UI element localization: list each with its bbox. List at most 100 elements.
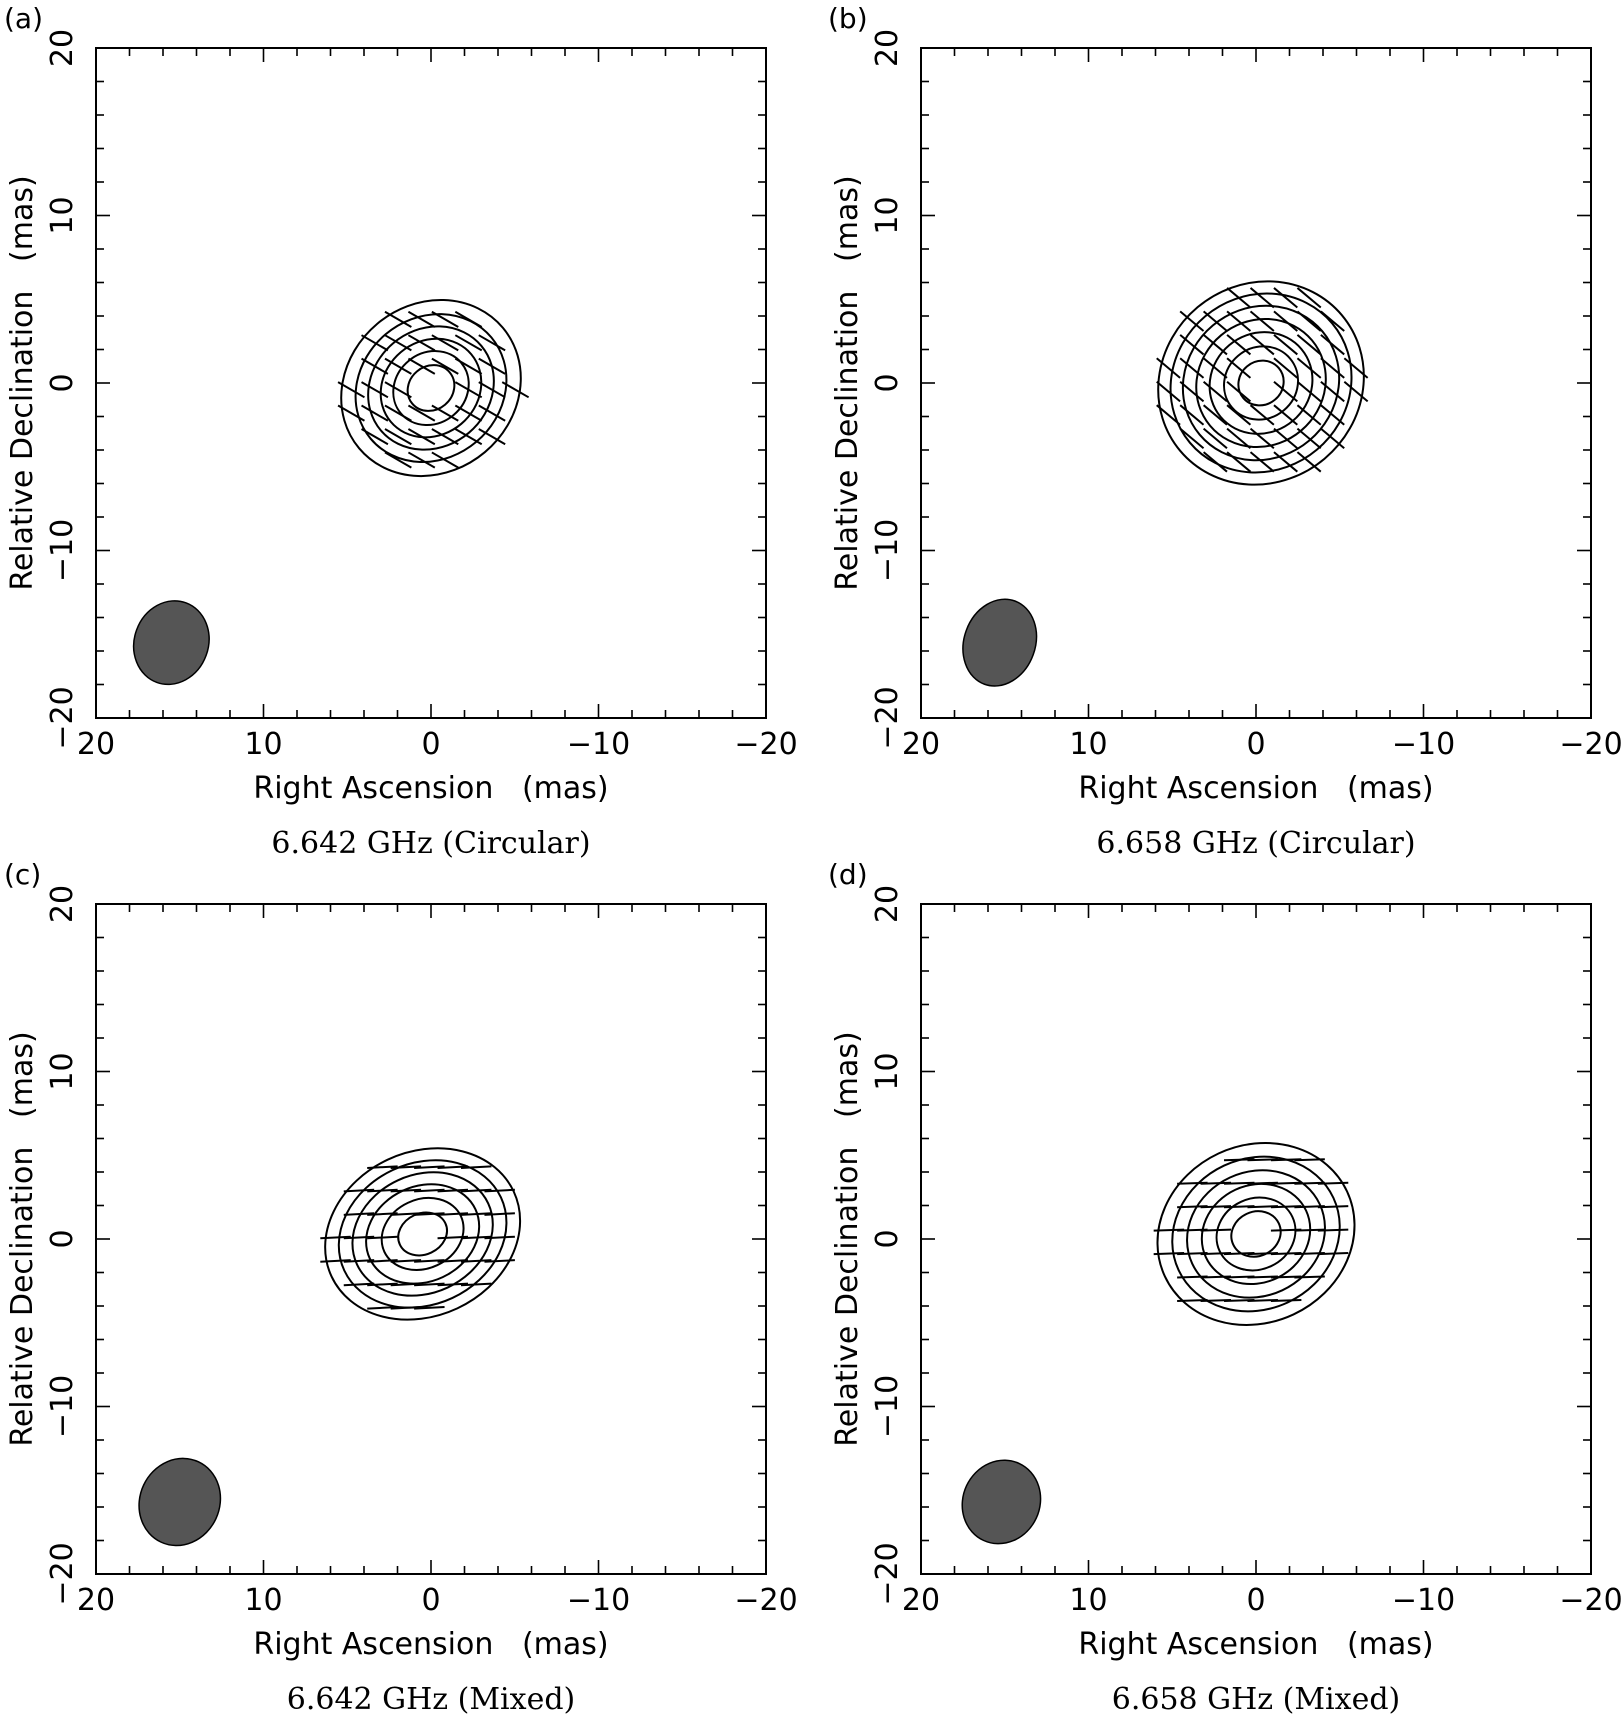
polarization-vector	[390, 1282, 422, 1287]
y-tick-label: −10	[45, 1375, 80, 1438]
polarization-vector	[1179, 310, 1205, 332]
x-tick-label: −10	[1392, 727, 1455, 762]
polarization-vector	[1296, 334, 1322, 356]
panel-a: 20 10 0 −10 −20 −20 −10 0 10 20 Right Ascension (m…	[4, 2, 798, 861]
contour-line	[324, 1147, 522, 1321]
polarization-vector	[343, 1235, 375, 1240]
polarization-vector	[1273, 334, 1298, 356]
beam-ellipse	[961, 1459, 1042, 1545]
polarization-vector	[1202, 310, 1228, 332]
polarization-vector	[337, 404, 365, 422]
beam-ellipse	[138, 1457, 222, 1547]
panel-caption: 6.642 GHz (Mixed)	[287, 1682, 576, 1717]
polarization-vector	[367, 1306, 398, 1310]
polarization-vector	[414, 1212, 445, 1216]
x-tick-label: 0	[1246, 1583, 1265, 1618]
polarization-vector	[367, 1259, 398, 1263]
contour-line	[1215, 1196, 1297, 1272]
x-tick-label: 10	[1069, 727, 1107, 762]
y-tick-label: 10	[45, 1052, 80, 1090]
polarization-vector	[431, 451, 459, 469]
y-axis-label: Relative Declination (mas)	[5, 175, 40, 590]
contour-line	[1186, 1169, 1326, 1299]
polarization-vector	[367, 1165, 398, 1169]
x-tick-label: 0	[1246, 727, 1265, 762]
beam-ellipse	[962, 598, 1038, 687]
contour-line	[340, 298, 522, 478]
polarization-vector	[437, 1282, 469, 1287]
polarization-vector	[1249, 310, 1275, 332]
polarization-vector	[478, 357, 506, 375]
polarization-vector	[1202, 451, 1228, 473]
polarization-vector	[1226, 357, 1252, 379]
contour-line	[1156, 1141, 1356, 1326]
polarization-vector	[343, 1282, 375, 1287]
polarization-vector	[1320, 357, 1345, 379]
y-tick-label: 20	[870, 29, 905, 67]
polarization-vector	[431, 310, 459, 328]
polarization-vector	[437, 1212, 469, 1216]
y-tick-label: −20	[45, 1542, 80, 1605]
contour-line	[354, 313, 508, 463]
polarization-vector	[454, 428, 483, 446]
y-axis-label: Relative Declination (mas)	[830, 1031, 865, 1446]
polarization-vector	[478, 381, 506, 399]
contour-line	[1181, 304, 1341, 462]
contour-line	[379, 337, 483, 439]
polarization-vector	[1317, 1205, 1349, 1209]
polarization-vector	[390, 1165, 422, 1169]
contour-set	[324, 1147, 522, 1321]
vector-set	[1153, 1158, 1349, 1303]
panel-c: 20 10 0 −10 −20 −20 −10 0 10 20 Right Ascension (m…	[4, 858, 798, 1717]
y-tick-label: −20	[45, 686, 80, 749]
polarization-vector	[501, 381, 530, 399]
polarization-vector	[1320, 334, 1345, 356]
polarization-vector	[478, 334, 506, 352]
polarization-vector	[384, 357, 412, 375]
polarization-vector	[407, 428, 436, 446]
polarization-vector	[437, 1165, 469, 1169]
x-tick-label: −10	[567, 1583, 630, 1618]
polarization-vector	[460, 1235, 492, 1240]
polarization-vector	[431, 357, 459, 375]
polarization-vector	[384, 381, 412, 399]
polarization-vector	[337, 381, 365, 399]
polarization-vector	[407, 404, 436, 422]
polarization-vector	[1296, 451, 1322, 473]
polarization-vector	[1249, 404, 1275, 426]
polarization-vector	[1273, 310, 1298, 332]
polarization-vector	[1179, 380, 1205, 403]
contour-line	[367, 325, 495, 451]
polarization-vector	[1296, 357, 1322, 379]
polarization-vector	[1226, 427, 1252, 450]
polarization-vector	[437, 1259, 469, 1263]
polarization-vector	[1156, 404, 1181, 426]
polarization-vector	[454, 404, 483, 422]
polarization-vector	[407, 310, 436, 328]
polarization-vector	[1273, 287, 1298, 309]
polarization-vector	[1226, 404, 1252, 426]
y-tick-label: 0	[870, 1229, 905, 1248]
x-axis-label: Right Ascension (mas)	[1078, 1627, 1433, 1662]
polarization-vector	[1273, 380, 1298, 403]
contour-line	[1171, 1155, 1341, 1313]
x-tick-label: 20	[77, 1583, 115, 1618]
polarization-vector	[1273, 427, 1298, 450]
polarization-vector	[1296, 404, 1322, 426]
contour-line	[365, 1183, 481, 1285]
contour-line	[1200, 1182, 1312, 1286]
polarization-vector	[384, 451, 412, 469]
polarization-vector	[484, 1235, 515, 1240]
x-tick-label: 0	[421, 1583, 440, 1618]
polarization-vector	[390, 1212, 422, 1216]
contour-line	[406, 364, 456, 412]
polarization-vector	[437, 1188, 469, 1193]
polarization-vector	[361, 381, 389, 399]
polarization-vector	[1156, 357, 1181, 379]
polarization-vector	[1273, 404, 1298, 426]
y-tick-label: −10	[870, 519, 905, 582]
contour-set	[1157, 280, 1365, 486]
polarization-vector	[478, 428, 506, 446]
polarization-vector	[454, 357, 483, 375]
